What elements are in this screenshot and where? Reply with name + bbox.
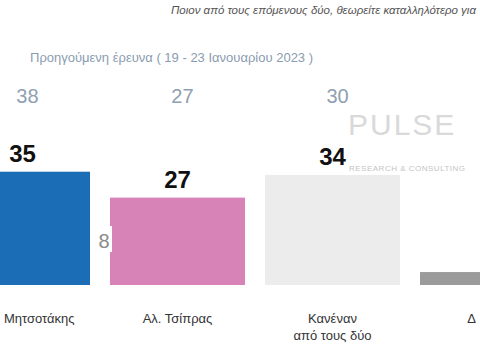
annotation-box: [96, 226, 112, 252]
category-label: Κανέναν από τους δύο: [293, 311, 371, 343]
data-label: 34: [319, 143, 346, 170]
bar: [110, 198, 245, 285]
category-label-line: Κανέναν: [308, 311, 357, 326]
bars: [0, 172, 480, 285]
title: Ποιον από τους επόμενους δύο, θεωρείτε κ…: [171, 4, 476, 16]
previous-value: 38: [16, 85, 38, 107]
x-axis: [0, 285, 480, 287]
category-label: Μητσοτάκης: [4, 311, 75, 326]
annotation: 8: [98, 230, 109, 252]
subtitle: Προηγούμενη έρευνα ( 19 - 23 Ιανουαρίου …: [30, 50, 313, 65]
previous-value: 27: [171, 85, 193, 107]
watermark-sub: RESEARCH & CONSULTING: [349, 164, 466, 173]
data-label: 27: [164, 166, 191, 193]
previous-value: 30: [326, 85, 348, 107]
category-label-line: Δ: [467, 311, 476, 326]
category-label: Δ: [467, 311, 476, 326]
category-label-line: Μητσοτάκης: [4, 311, 75, 326]
bar: [265, 175, 400, 285]
chart: Ποιον από τους επόμενους δύο, θεωρείτε κ…: [0, 0, 480, 352]
data-label: 35: [9, 140, 36, 167]
category-label-line: από τους δύο: [293, 328, 371, 343]
category-label-line: Αλ. Τσίπρας: [143, 311, 213, 326]
watermark: PULSE: [348, 108, 456, 141]
axis-line: [0, 285, 480, 286]
category-label: Αλ. Τσίπρας: [143, 311, 213, 326]
bar: [0, 172, 90, 285]
bar: [420, 272, 480, 285]
